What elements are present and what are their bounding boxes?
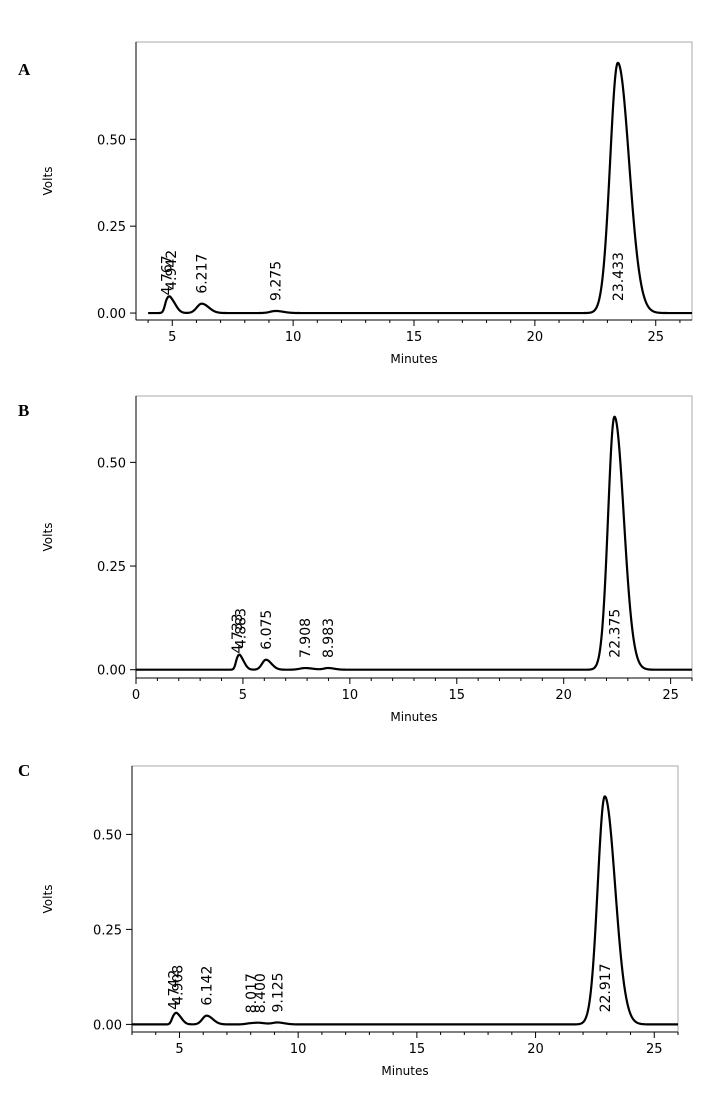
peak-label: 4.908	[170, 965, 186, 1005]
peak-label: 9.125	[270, 972, 286, 1012]
x-tick-label: 20	[527, 1042, 544, 1057]
y-tick-label: 0.50	[97, 456, 126, 471]
y-axis-title: Volts	[41, 523, 55, 552]
peak-label: 8.400	[253, 973, 269, 1013]
peak-label: 8.017	[244, 973, 260, 1013]
panel-letter: A	[18, 60, 31, 79]
x-tick-label: 25	[662, 688, 679, 703]
x-tick-label: 10	[290, 1042, 307, 1057]
panel-letter: B	[18, 401, 29, 420]
peak-label: 23.433	[611, 252, 627, 301]
y-axis-title: Volts	[41, 885, 55, 914]
chromatogram-trace	[147, 61, 693, 315]
chart-panel-b: B 0 5 10 15 20 25 0.00 0.25 0.50 Minutes Volts 4.733…	[18, 395, 693, 724]
peak-label: 22.375	[607, 609, 623, 658]
x-tick-label: 25	[646, 1042, 663, 1057]
x-axis-title: Minutes	[381, 1064, 428, 1078]
peak-label: 4.942	[164, 250, 180, 290]
y-tick-label: 0.25	[97, 560, 126, 575]
peak-label: 4.767	[160, 255, 176, 295]
x-tick-label: 25	[647, 330, 664, 345]
x-axis-title: Minutes	[390, 710, 437, 724]
peak-label: 4.742	[166, 970, 182, 1010]
x-tick-label: 15	[448, 688, 465, 703]
chromatogram-trace	[131, 795, 679, 1026]
y-tick-label: 0.00	[97, 664, 126, 679]
x-axis-title: Minutes	[390, 352, 437, 366]
peak-label: 22.917	[598, 963, 614, 1012]
x-tick-label: 5	[239, 688, 247, 703]
x-tick-label: 15	[409, 1042, 426, 1057]
panel-letter: C	[18, 761, 30, 780]
x-tick-label: 20	[527, 330, 544, 345]
y-axis-title: Volts	[41, 167, 55, 196]
x-tick-label: 5	[175, 1042, 183, 1057]
peak-label: 6.217	[195, 254, 211, 294]
y-tick-label: 0.50	[93, 828, 122, 843]
x-tick-label: 20	[555, 688, 572, 703]
x-tick-label: 5	[168, 330, 176, 345]
y-tick-label: 0.25	[97, 220, 126, 235]
x-tick-label: 10	[285, 330, 302, 345]
y-tick-label: 0.00	[93, 1018, 122, 1033]
peak-label: 7.908	[298, 618, 314, 658]
y-tick-label: 0.50	[97, 133, 126, 148]
peak-label: 4.883	[233, 608, 249, 648]
x-tick-label: 0	[132, 688, 140, 703]
peak-label: 6.075	[259, 610, 275, 650]
x-tick-label: 10	[342, 688, 359, 703]
peak-label: 9.275	[269, 261, 285, 301]
y-tick-label: 0.25	[93, 923, 122, 938]
chromatogram-trace	[135, 415, 693, 671]
x-tick-label: 15	[406, 330, 423, 345]
chart-panel-c: C 5 10 15 20 25 0.00 0.25 0.50 Minutes Volts 4.7424…	[18, 761, 679, 1078]
y-tick-label: 0.00	[97, 307, 126, 322]
peak-label: 4.733	[230, 613, 246, 653]
peak-label: 8.983	[321, 618, 337, 658]
chart-panel-a: A 5 10 15 20 25 0.00 0.25 0.50 Minutes Volts 4.7674…	[18, 41, 693, 366]
peak-label: 6.142	[200, 966, 216, 1006]
